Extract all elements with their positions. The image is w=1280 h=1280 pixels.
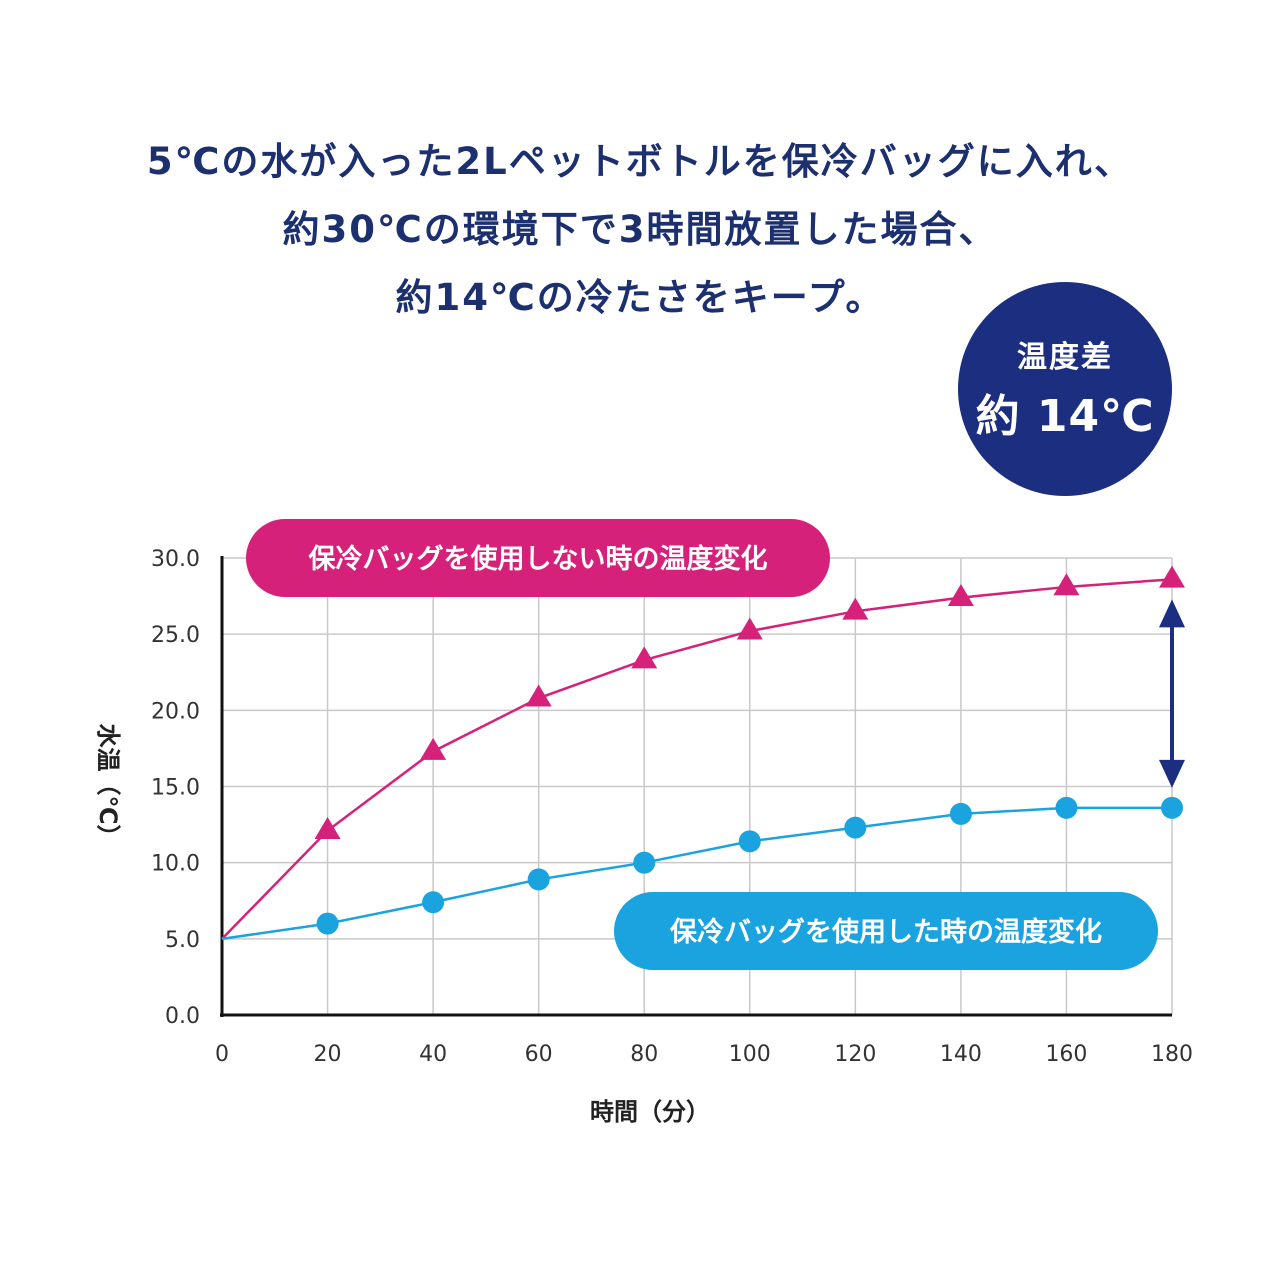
- legend-pill-no-bag: [246, 519, 830, 597]
- y-tick-label: 25.0: [151, 623, 200, 648]
- series-1-marker: [1053, 573, 1080, 596]
- badge-value: 約 14℃: [975, 391, 1155, 442]
- x-tick-label: 140: [940, 1042, 982, 1067]
- series-1-marker: [736, 617, 763, 640]
- headline-line-1: 5℃の水が入った2Lペットボトルを保冷バッグに入れ、: [146, 140, 1134, 183]
- x-axis-title: 時間（分）: [590, 1098, 710, 1126]
- legend-pill-with-bag: [614, 892, 1158, 970]
- series-2-marker: [316, 912, 339, 935]
- x-tick-label: 20: [314, 1042, 342, 1067]
- series-2-marker: [422, 891, 445, 914]
- series-1-marker: [420, 737, 447, 760]
- x-tick-label: 60: [525, 1042, 553, 1067]
- y-tick-label: 10.0: [151, 852, 200, 877]
- series-1-marker: [314, 817, 341, 840]
- series-2-marker: [1161, 796, 1183, 819]
- x-tick-label: 80: [630, 1042, 658, 1067]
- x-tick-label: 180: [1151, 1042, 1193, 1067]
- series-2-marker: [527, 868, 550, 891]
- y-tick-label: 15.0: [151, 776, 200, 801]
- series-1-marker: [631, 646, 658, 669]
- x-tick-label: 100: [729, 1042, 771, 1067]
- series-2-marker: [1055, 796, 1078, 819]
- legend-label-no-bag: 保冷バッグを使用しない時の温度変化: [308, 543, 768, 575]
- series-1-marker: [842, 597, 869, 620]
- series-1-marker: [947, 583, 974, 606]
- difference-arrow-head-up: [1159, 599, 1185, 628]
- series-line-2: [221, 806, 1172, 941]
- x-tick-label: 120: [834, 1042, 876, 1067]
- headline: 5℃の水が入った2Lペットボトルを保冷バッグに入れ、 約30℃の環境下で3時間放…: [0, 128, 1280, 332]
- x-tick-label: 0: [215, 1042, 229, 1067]
- y-tick-label: 20.0: [151, 699, 200, 724]
- headline-line-2: 約30℃の環境下で3時間放置した場合、: [282, 208, 998, 251]
- series-1-marker: [525, 684, 552, 707]
- series-2-marker: [738, 830, 761, 853]
- x-tick-label: 40: [419, 1042, 447, 1067]
- series-2-marker: [949, 802, 972, 825]
- x-tick-label: 160: [1045, 1042, 1087, 1067]
- y-tick-label: 0.0: [165, 1004, 200, 1029]
- badge-label: 温度差: [1017, 340, 1113, 375]
- y-axis-title: 水温（℃）: [94, 723, 122, 848]
- series-2-marker: [844, 816, 867, 839]
- series-2-marker: [633, 851, 656, 874]
- legend-label-with-bag: 保冷バッグを使用した時の温度変化: [669, 916, 1102, 948]
- y-tick-label: 5.0: [165, 928, 200, 953]
- series-1-marker: [1159, 565, 1185, 588]
- series-line-1: [221, 578, 1173, 940]
- temperature-difference-badge: 温度差 約 14℃: [958, 282, 1172, 496]
- headline-line-3: 約14℃の冷たさをキープ。: [395, 276, 885, 319]
- difference-arrow-head-down: [1159, 759, 1185, 788]
- y-tick-label: 30.0: [151, 547, 200, 572]
